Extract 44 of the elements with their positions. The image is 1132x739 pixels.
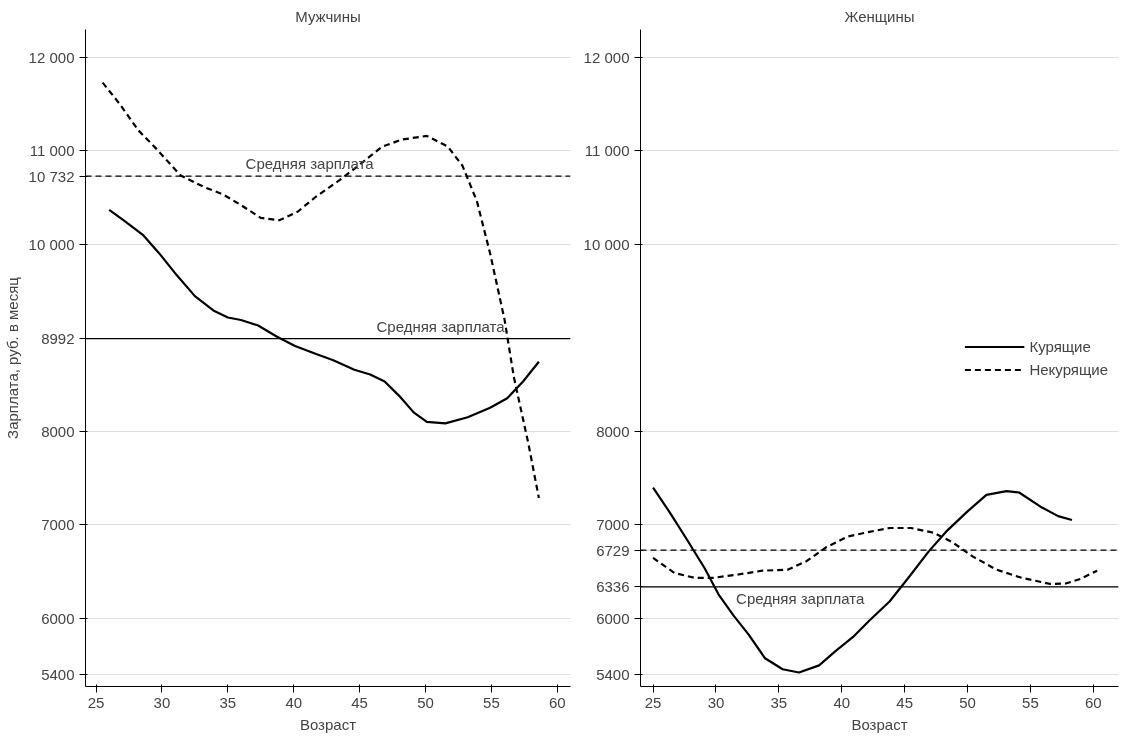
y-tick-label: 8000 <box>41 422 75 440</box>
y-tick-label: 6729 <box>596 541 630 559</box>
y-tick-label: 6000 <box>41 609 75 627</box>
x-tick-label: 25 <box>644 693 662 711</box>
x-tick-label: 50 <box>959 693 976 711</box>
y-tick-label: 8000 <box>596 422 630 440</box>
y-tick-label: 5400 <box>596 665 630 683</box>
x-tick-label: 40 <box>285 693 303 711</box>
chart-title: Мужчины <box>295 7 361 25</box>
x-tick-label: 60 <box>548 693 566 711</box>
y-tick-label: 12 000 <box>583 49 630 67</box>
ref-line-label: Средняя зарплата <box>736 589 865 607</box>
y-tick-label: 11 000 <box>29 142 75 160</box>
y-tick-label: 11 000 <box>584 142 630 160</box>
y-tick-label: 7000 <box>596 516 630 534</box>
y-axis-title: Зарплата, руб. в месяц <box>3 276 21 439</box>
y-tick-label: 6336 <box>596 578 630 596</box>
y-tick-label: 5400 <box>41 665 75 683</box>
legend-label: Некурящие <box>1029 360 1108 378</box>
y-tick-label: 10 000 <box>583 235 630 253</box>
x-axis-title: Возраст <box>851 715 908 733</box>
x-tick-label: 30 <box>153 693 171 711</box>
x-tick-label: 25 <box>87 693 105 711</box>
x-tick-label: 45 <box>896 693 913 711</box>
y-tick-label: 7000 <box>41 516 75 534</box>
x-tick-label: 35 <box>219 693 237 711</box>
chart-title: Женщины <box>844 7 915 25</box>
x-tick-label: 55 <box>483 693 500 711</box>
x-tick-label: 40 <box>833 693 851 711</box>
x-tick-label: 35 <box>770 693 788 711</box>
x-tick-label: 30 <box>707 693 725 711</box>
y-tick-label: 10 000 <box>28 235 75 253</box>
y-tick-label: 10 732 <box>28 167 75 185</box>
y-tick-label: 6000 <box>596 609 630 627</box>
y-tick-label: 12 000 <box>28 49 75 67</box>
x-axis-title: Возраст <box>299 715 357 733</box>
x-tick-label: 50 <box>417 693 434 711</box>
x-tick-label: 55 <box>1022 693 1039 711</box>
ref-line-label: Средняя зарплата <box>245 155 375 173</box>
legend-label: Курящие <box>1029 337 1091 355</box>
x-tick-label: 45 <box>351 693 368 711</box>
x-tick-label: 60 <box>1085 693 1102 711</box>
ref-line-label: Средняя зарплата <box>376 317 506 335</box>
y-tick-label: 8992 <box>41 330 75 348</box>
